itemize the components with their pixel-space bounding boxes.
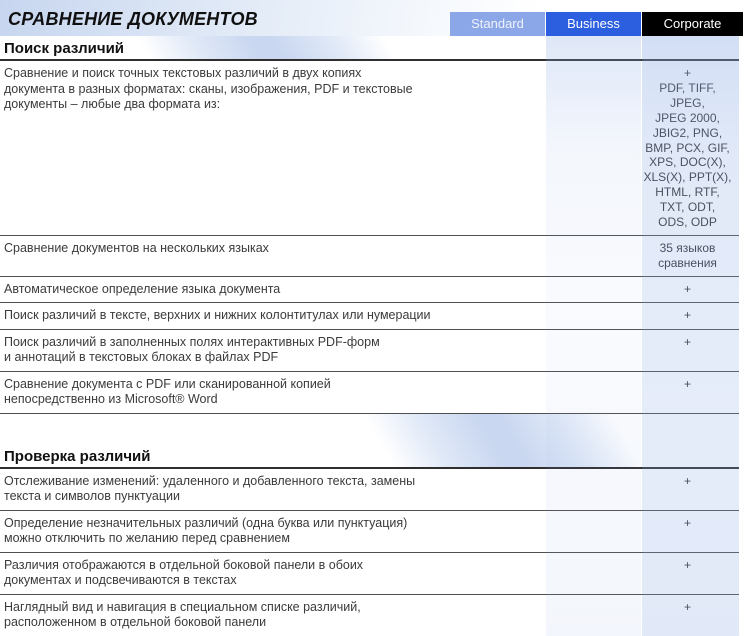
section-heading: Проверка различий — [0, 444, 739, 469]
feature-text: Автоматическое определение языка докумен… — [4, 281, 281, 296]
feature-value: + — [683, 599, 691, 614]
table-row: Определение незначительных различий (одн… — [0, 509, 739, 552]
feature-text: Сравнение и поиск точных текстовых разли… — [4, 66, 413, 111]
feature-value: + — [683, 473, 691, 488]
feature-value: + — [683, 281, 691, 296]
feature-text: Определение незначительных различий (одн… — [4, 515, 408, 546]
table-row: Поиск различий в заполненных полях интер… — [0, 328, 739, 371]
feature-text: Поиск различий в тексте, верхних и нижни… — [4, 308, 431, 323]
feature-value: + — [683, 376, 691, 391]
tab-standard[interactable]: Standard — [450, 12, 545, 36]
section-rows: Сравнение и поиск точных текстовых разли… — [0, 61, 739, 413]
section-heading: Поиск различий — [0, 36, 739, 61]
section-gap — [0, 412, 739, 444]
table-row: Различия отображаются в отдельной боково… — [0, 551, 739, 594]
tab-corporate[interactable]: Corporate — [642, 12, 743, 36]
feature-value: 35 языков сравнения — [658, 240, 717, 270]
feature-text: Сравнение документов на нескольких языка… — [4, 240, 269, 255]
feature-section: Поиск различий Сравнение и поиск точных … — [0, 36, 739, 413]
feature-table: Поиск различий Сравнение и поиск точных … — [0, 36, 739, 636]
plan-tabs: Standard Business Corporate — [450, 12, 743, 36]
table-row: Поиск различий в тексте, верхних и нижни… — [0, 302, 739, 329]
page-title: СРАВНЕНИЕ ДОКУМЕНТОВ — [8, 9, 258, 29]
table-row: Отслеживание изменений: удаленного и доб… — [0, 468, 739, 510]
feature-text: Наглядный вид и навигация в специальном … — [4, 599, 361, 630]
tab-business[interactable]: Business — [546, 12, 641, 36]
feature-value: + PDF, TIFF, JPEG, JPEG 2000, JBIG2, PNG… — [643, 66, 732, 230]
feature-value: + — [683, 308, 691, 323]
feature-value: + — [683, 515, 691, 530]
feature-text: Различия отображаются в отдельной боково… — [4, 557, 364, 588]
table-row: Автоматическое определение языка докумен… — [0, 275, 739, 303]
section-rows: Отслеживание изменений: удаленного и доб… — [0, 468, 739, 636]
page-header: СРАВНЕНИЕ ДОКУМЕНТОВ Standard Business C… — [0, 0, 745, 36]
table-row: Сравнение документа с PDF или сканирован… — [0, 370, 739, 413]
feature-section: Проверка различий Отслеживание изменений… — [0, 444, 739, 636]
feature-text: Поиск различий в заполненных полях интер… — [4, 334, 380, 365]
table-row: Сравнение документов на нескольких языка… — [0, 234, 739, 276]
feature-text: Отслеживание изменений: удаленного и доб… — [4, 473, 416, 504]
table-row: Наглядный вид и навигация в специальном … — [0, 593, 739, 636]
table-row: Сравнение и поиск точных текстовых разли… — [0, 61, 739, 235]
feature-text: Сравнение документа с PDF или сканирован… — [4, 376, 331, 407]
feature-value: + — [683, 334, 691, 349]
feature-value: + — [683, 557, 691, 572]
